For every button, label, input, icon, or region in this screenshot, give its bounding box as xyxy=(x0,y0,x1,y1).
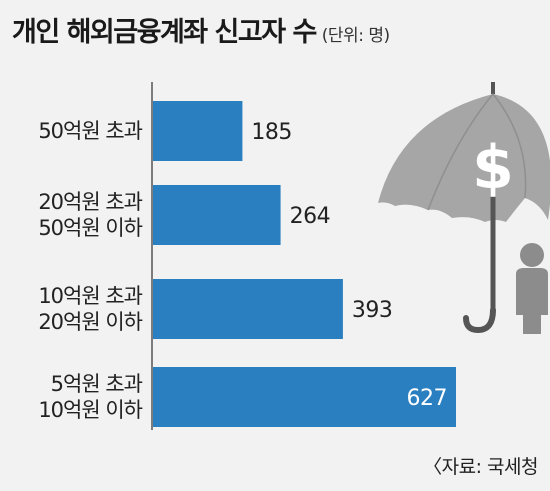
bar-value-label: 627 xyxy=(407,386,448,411)
bar-value-label: 393 xyxy=(352,298,393,323)
category-label: 10억원 초과 xyxy=(38,284,142,308)
unit-label: (단위: 명) xyxy=(321,26,390,46)
person-body xyxy=(516,268,548,334)
category-label: 20억원 초과 xyxy=(38,190,142,214)
category-label: 5억원 초과 xyxy=(51,372,143,396)
bar-value-label: 264 xyxy=(290,204,331,229)
person-head xyxy=(520,243,544,267)
bar xyxy=(153,185,281,245)
bar xyxy=(153,279,343,339)
category-label: 10억원 이하 xyxy=(38,398,142,422)
umbrella-illustration: $ xyxy=(378,82,550,334)
category-label: 50억원 초과 xyxy=(38,119,142,143)
source-note: 〈자료: 국세청 xyxy=(423,456,538,478)
umbrella-rib xyxy=(427,93,494,211)
bar-value-label: 185 xyxy=(251,120,292,145)
category-label: 50억원 이하 xyxy=(38,216,142,240)
category-label: 20억원 이하 xyxy=(38,310,142,334)
dollar-sign-icon: $ xyxy=(472,133,514,203)
chart-title: 개인 해외금융계좌 신고자 수 xyxy=(12,17,317,48)
umbrella-canopy xyxy=(378,94,550,222)
chart-title-block: 개인 해외금융계좌 신고자 수 (단위: 명) xyxy=(12,10,390,49)
umbrella-rib xyxy=(492,93,527,199)
bar xyxy=(153,367,456,427)
umbrella-handle xyxy=(463,307,496,334)
bar xyxy=(153,101,243,161)
